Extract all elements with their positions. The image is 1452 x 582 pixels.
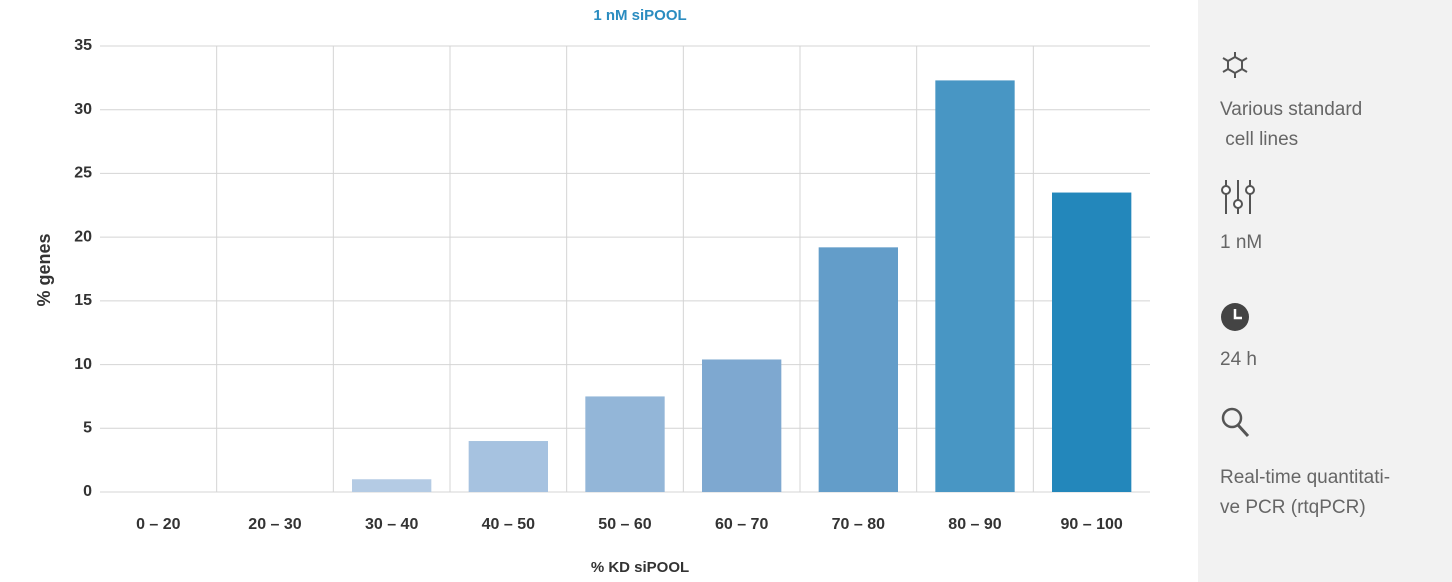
item-line: Various standard: [1220, 99, 1363, 120]
x-tick-label: 50 – 60: [598, 516, 651, 533]
item-line: ve PCR (rtqPCR): [1220, 497, 1366, 518]
sidebar-item: Various standard cell lines: [1220, 95, 1362, 155]
x-tick-label: 60 – 70: [715, 516, 768, 533]
bar: [468, 441, 548, 492]
sidebar-item: 24 h: [1220, 345, 1257, 375]
bar: [935, 80, 1015, 493]
search-icon: [1221, 407, 1250, 438]
x-tick-label: 70 – 80: [832, 516, 885, 533]
sidebar: Various standard cell lines 1 nM 24 h Re…: [1198, 0, 1452, 582]
bar: [818, 247, 898, 492]
x-axis-label: % KD siPOOL: [591, 559, 689, 576]
bar: [352, 479, 432, 492]
y-tick-label: 0: [83, 483, 92, 500]
x-tick-label: 30 – 40: [365, 516, 418, 533]
sidebar-item: 1 nM: [1220, 228, 1262, 258]
bar: [585, 396, 665, 492]
item-line: Real-time quantitati-: [1220, 467, 1391, 488]
bar: [702, 359, 782, 492]
cell-icon: [1222, 52, 1248, 78]
y-tick-label: 30: [74, 101, 92, 118]
bar: [1052, 192, 1132, 493]
chart: 1 nM siPOOL % KD siPOOL % genes 0 5 10 15 20…: [34, 7, 1150, 576]
x-tick-label: 90 – 100: [1061, 516, 1123, 533]
x-tick-label: 80 – 90: [948, 516, 1001, 533]
item-line: 24 h: [1220, 349, 1257, 370]
y-tick-label: 10: [74, 356, 92, 373]
item-line: 1 nM: [1220, 232, 1263, 253]
y-axis-label: % genes: [34, 233, 54, 306]
y-tick-label: 15: [74, 292, 92, 309]
x-tick-label: 40 – 50: [482, 516, 535, 533]
y-tick-label: 20: [74, 228, 92, 245]
y-tick-label: 25: [74, 165, 92, 182]
clock-icon: [1221, 303, 1249, 331]
chart-title: 1 nM siPOOL: [593, 7, 686, 24]
x-tick-label: 0 – 20: [136, 516, 181, 533]
sidebar-item: Real-time quantitati-ve PCR (rtqPCR): [1220, 463, 1390, 523]
item-line: cell lines: [1220, 129, 1299, 150]
y-tick-label: 35: [74, 37, 92, 54]
x-tick-label: 20 – 30: [248, 516, 301, 533]
y-tick-label: 5: [83, 420, 92, 437]
sliders-icon: [1221, 180, 1255, 214]
